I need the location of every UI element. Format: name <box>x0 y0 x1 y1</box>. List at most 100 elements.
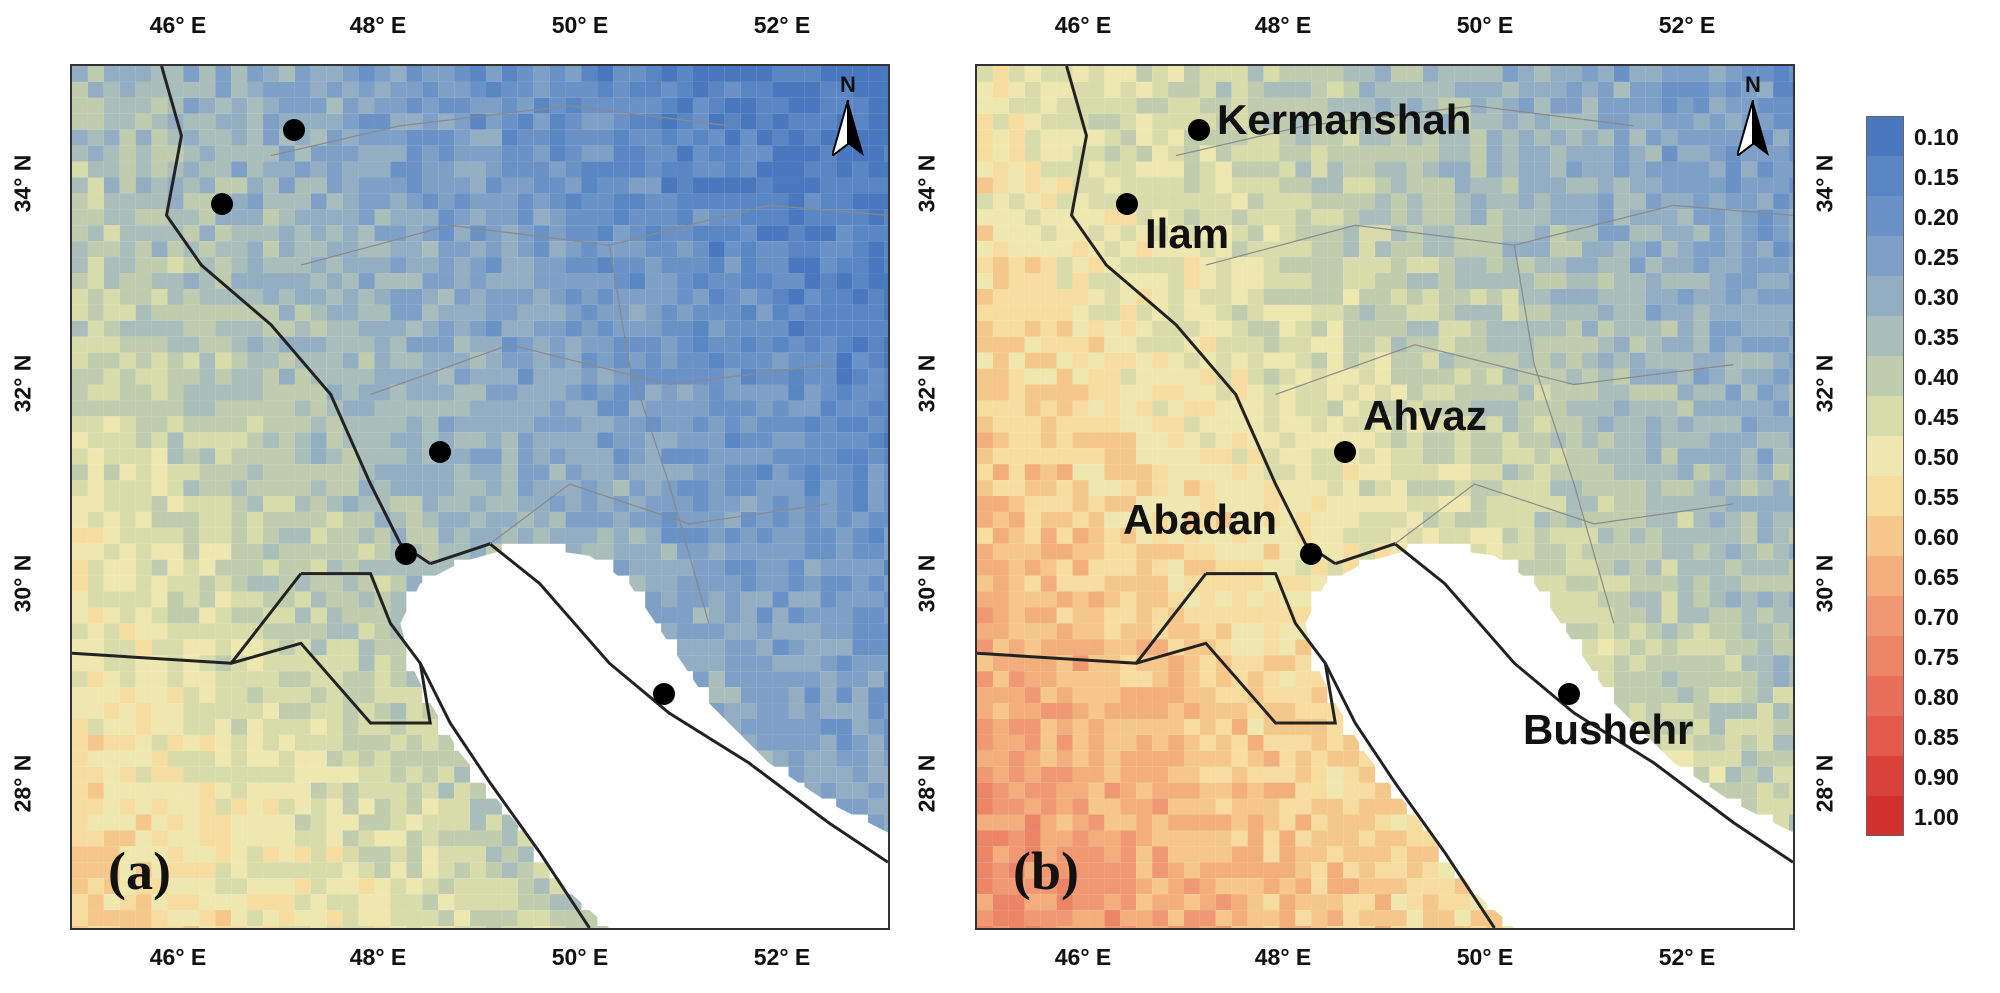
raster-cell <box>485 400 502 417</box>
raster-cell <box>1024 97 1041 114</box>
raster-cell <box>1566 448 1583 465</box>
raster-cell <box>247 416 264 433</box>
raster-cell <box>438 400 455 417</box>
panel-label-a: (a) <box>108 841 171 901</box>
raster-cell <box>1613 193 1630 210</box>
raster-cell <box>390 926 407 928</box>
raster-cell <box>1056 527 1073 544</box>
raster-cell <box>151 432 168 449</box>
raster-cell <box>820 511 837 528</box>
raster-cell <box>1645 273 1662 289</box>
raster-cell <box>1693 97 1710 114</box>
raster-cell <box>1757 687 1774 704</box>
raster-cell <box>1470 241 1487 258</box>
raster-cell <box>992 273 1009 289</box>
raster-cell <box>692 177 709 194</box>
raster-cell <box>1263 241 1280 258</box>
raster-cell <box>278 81 295 98</box>
raster-cell <box>1152 511 1169 528</box>
raster-cell <box>1741 320 1758 337</box>
raster-cell <box>597 161 614 178</box>
raster-cell <box>1693 655 1710 672</box>
raster-cell <box>1645 241 1662 258</box>
raster-cell <box>1375 97 1391 114</box>
raster-cell <box>167 782 184 799</box>
raster-cell <box>852 384 869 401</box>
legend-value: 0.40 <box>1914 364 1959 390</box>
raster-cell <box>1375 66 1391 82</box>
country-border <box>230 572 303 665</box>
raster-cell <box>119 846 136 863</box>
raster-cell <box>1024 288 1041 305</box>
raster-cell <box>1008 591 1025 608</box>
raster-cell <box>1677 718 1694 735</box>
raster-cell <box>1040 97 1057 114</box>
raster-cell <box>199 209 216 226</box>
raster-cell <box>1295 607 1312 624</box>
raster-cell <box>1454 926 1471 928</box>
raster-cell <box>119 671 136 688</box>
map-panel-a: N (a) <box>70 64 890 930</box>
raster-cell <box>1661 607 1678 624</box>
raster-cell <box>1773 464 1790 481</box>
raster-cell <box>485 862 502 879</box>
raster-cell <box>1215 798 1232 815</box>
raster-cell <box>87 336 104 353</box>
raster-cell <box>1311 177 1328 194</box>
raster-cell <box>310 496 327 512</box>
raster-cell <box>740 145 757 162</box>
raster-cell <box>756 241 773 258</box>
raster-cell <box>199 145 216 162</box>
raster-cell <box>215 336 232 353</box>
raster-cell <box>677 368 693 385</box>
raster-cell <box>1136 718 1153 735</box>
raster-cell <box>1359 448 1376 465</box>
raster-cell <box>1741 209 1758 226</box>
raster-cell <box>756 607 773 624</box>
raster-cell <box>151 81 168 98</box>
raster-cell <box>1438 527 1455 544</box>
raster-cell <box>629 464 646 481</box>
raster-cell <box>740 177 757 194</box>
raster-cell <box>215 352 232 369</box>
raster-cell <box>517 846 534 863</box>
raster-cell <box>358 926 375 928</box>
raster-cell <box>1550 543 1567 560</box>
raster-cell <box>72 862 88 879</box>
raster-cell <box>1582 607 1598 624</box>
raster-cell <box>454 336 471 353</box>
raster-cell <box>470 496 486 512</box>
raster-cell <box>1088 639 1105 656</box>
raster-cell <box>1088 400 1105 417</box>
raster-cell <box>1263 273 1280 289</box>
raster-cell <box>1008 336 1025 353</box>
raster-cell <box>1741 368 1758 385</box>
raster-cell <box>1486 432 1503 449</box>
raster-cell <box>629 288 646 305</box>
raster-cell <box>565 336 582 353</box>
raster-cell <box>852 591 869 608</box>
raster-cell <box>1024 734 1041 751</box>
raster-cell <box>1741 718 1758 735</box>
raster-cell <box>1757 496 1774 512</box>
raster-cell <box>87 161 104 178</box>
raster-cell <box>992 113 1009 130</box>
raster-cell <box>1040 846 1057 863</box>
raster-cell <box>1152 846 1169 863</box>
raster-cell <box>836 193 853 210</box>
raster-cell <box>1199 241 1216 258</box>
raster-cell <box>1613 607 1630 624</box>
raster-cell <box>1613 273 1630 289</box>
raster-cell <box>1725 511 1742 528</box>
raster-cell <box>310 830 327 847</box>
raster-cell <box>581 384 598 401</box>
raster-cell <box>1072 480 1089 497</box>
raster-cell <box>820 177 837 194</box>
raster-cell <box>1661 81 1678 98</box>
raster-cell <box>852 623 869 640</box>
raster-cell <box>1120 496 1137 512</box>
raster-cell <box>390 782 407 799</box>
raster-cell <box>1183 225 1200 242</box>
raster-cell <box>390 464 407 481</box>
raster-cell <box>501 193 518 210</box>
